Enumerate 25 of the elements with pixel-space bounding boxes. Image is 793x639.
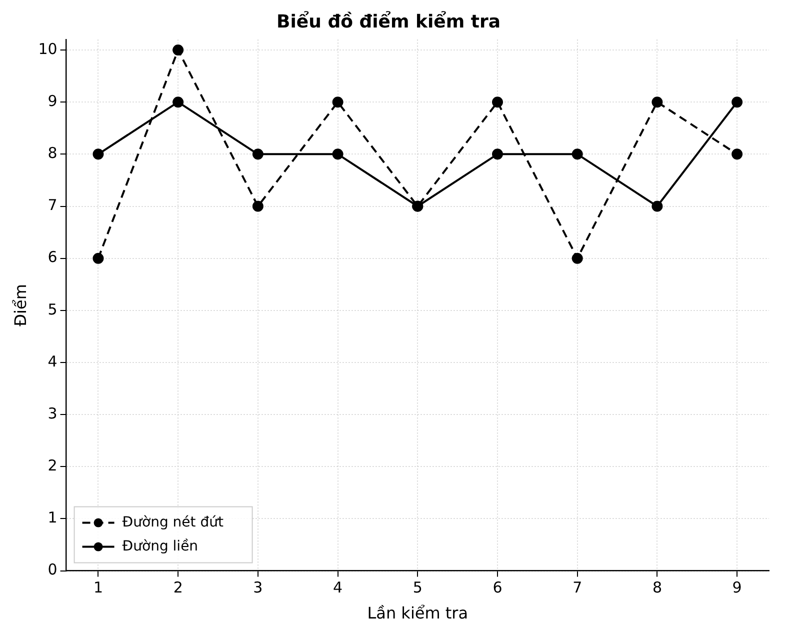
y-tick-label: 5 bbox=[48, 300, 58, 318]
legend-label: Đường nét đứt bbox=[122, 514, 224, 530]
x-tick-label: 9 bbox=[732, 578, 742, 597]
legend-label: Đường liền bbox=[122, 538, 198, 554]
y-tick-label: 4 bbox=[48, 352, 58, 370]
x-axis-title: Lần kiểm tra bbox=[367, 604, 468, 623]
x-tick-label: 2 bbox=[173, 578, 183, 597]
x-tick-label: 7 bbox=[572, 578, 582, 597]
x-tick-label: 5 bbox=[412, 578, 422, 597]
y-axis-title: Điểm bbox=[10, 284, 30, 326]
x-tick-label: 4 bbox=[333, 578, 343, 597]
y-tick-label: 10 bbox=[38, 40, 58, 58]
y-tick-label: 7 bbox=[48, 196, 58, 214]
y-tick-label: 0 bbox=[48, 560, 58, 579]
x-tick-label: 3 bbox=[253, 578, 263, 597]
y-tick-label: 9 bbox=[48, 92, 58, 110]
y-tick-label: 6 bbox=[48, 248, 58, 266]
x-tick-label: 6 bbox=[492, 578, 502, 597]
x-tick-label: 1 bbox=[93, 578, 103, 597]
y-tick-label: 3 bbox=[48, 404, 58, 422]
y-tick-label: 1 bbox=[48, 508, 58, 527]
chart-title: Biểu đồ điểm kiểm tra bbox=[276, 10, 500, 32]
y-tick-label: 8 bbox=[48, 144, 58, 162]
y-tick-label: 2 bbox=[48, 456, 58, 475]
x-tick-label: 8 bbox=[652, 578, 662, 597]
